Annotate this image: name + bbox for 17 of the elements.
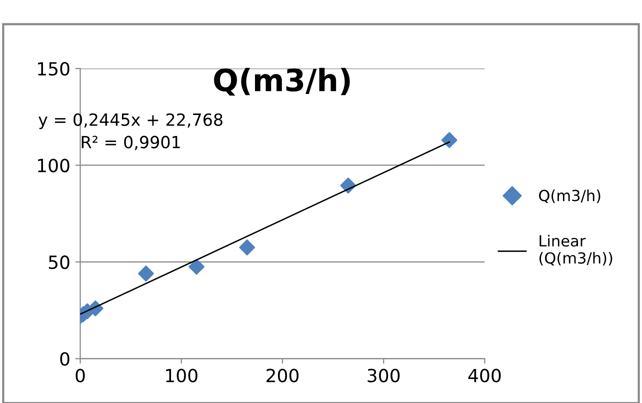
chart-title: Q(m3/h) <box>214 68 350 96</box>
legend-label: Linear (Q(m3/h)) <box>539 234 612 266</box>
annotation: y = 0,2445x + 22,768 R² = 0,9901 <box>38 113 222 150</box>
y-tick-label: 50 <box>48 255 70 270</box>
x-tick-label: 400 <box>468 368 501 382</box>
point <box>138 266 154 282</box>
point <box>188 258 205 275</box>
point <box>239 239 256 256</box>
x-tick-label: 200 <box>266 368 299 382</box>
y-tick-label: 0 <box>60 352 70 366</box>
legend-label: Q(m3/h) <box>539 189 600 204</box>
point <box>441 132 458 148</box>
y-tick-label: 100 <box>38 158 70 172</box>
x-tick-label: 300 <box>368 368 400 382</box>
x-tick-label: 0 <box>76 368 85 382</box>
x-tick-label: 100 <box>166 368 198 382</box>
y-tick-label: 150 <box>38 62 70 76</box>
